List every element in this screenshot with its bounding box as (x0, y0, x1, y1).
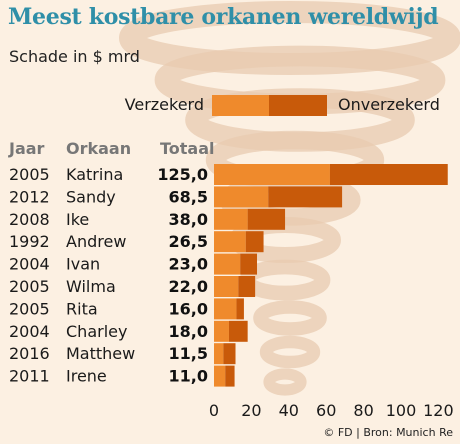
bar-uninsured (223, 343, 236, 365)
x-tick-label: 20 (241, 401, 261, 420)
bar-insured (214, 298, 237, 320)
row-year: 1992 (9, 232, 50, 251)
row-year: 2004 (9, 322, 50, 341)
row-name: Ivan (66, 255, 100, 274)
row-year: 2012 (9, 187, 50, 206)
row-year: 2016 (9, 344, 50, 363)
row-labels: 2005 Katrina 125,0 2012 Sandy 68,5 2008 Ike 38,0… (9, 165, 208, 386)
bar-insured (214, 231, 246, 253)
tornado-ring (259, 335, 321, 369)
row-year: 2005 (9, 299, 50, 318)
bar-insured (214, 253, 241, 275)
row-year: 2004 (9, 255, 50, 274)
legend-swatch-insured (212, 95, 269, 116)
bar-uninsured (240, 253, 258, 275)
row-total: 22,0 (169, 277, 208, 296)
row-total: 38,0 (169, 210, 208, 229)
row-year: 2005 (9, 277, 50, 296)
x-tick-label: 0 (209, 401, 219, 420)
x-tick-label: 40 (279, 401, 299, 420)
column-header-name: Orkaan (66, 139, 132, 158)
row-total: 11,0 (169, 367, 208, 386)
row-name: Irene (66, 367, 107, 386)
x-axis: 0 20 40 60 80 100 120 (209, 401, 454, 420)
bar-insured (214, 276, 239, 297)
row-total: 68,5 (169, 187, 208, 206)
bar-uninsured (329, 164, 448, 185)
bar-uninsured (228, 320, 248, 342)
row-total: 125,0 (157, 165, 208, 184)
legend-insured-label: Verzekerd (124, 95, 204, 114)
tornado-ring (263, 368, 307, 396)
column-header-total: Totaal (160, 139, 215, 158)
row-name: Charley (66, 322, 127, 341)
bar-uninsured (247, 208, 286, 230)
row-total: 23,0 (169, 255, 208, 274)
bar-insured (214, 320, 229, 342)
bar-uninsured (238, 276, 256, 297)
x-tick-label: 60 (316, 401, 336, 420)
legend-swatch (212, 95, 327, 116)
bar-insured (214, 208, 248, 230)
row-year: 2011 (9, 367, 50, 386)
column-header-year: Jaar (9, 139, 45, 158)
row-name: Matthew (66, 344, 135, 363)
legend-uninsured-label: Onverzekerd (338, 95, 440, 114)
bar-uninsured (245, 231, 264, 253)
legend-swatch-uninsured (269, 95, 327, 116)
bar-uninsured (268, 186, 343, 208)
bar-insured (214, 365, 226, 387)
row-total: 16,0 (169, 299, 208, 318)
bar-uninsured (225, 365, 235, 387)
source-credit: © FD | Bron: Munich Re (323, 426, 453, 439)
tornado-ring (253, 300, 327, 336)
row-name: Rita (66, 299, 98, 318)
chart-subtitle: Schade in $ mrd (9, 47, 140, 66)
row-year: 2005 (9, 165, 50, 184)
tornado-ring (239, 259, 331, 301)
x-tick-label: 120 (423, 401, 454, 420)
row-total: 18,0 (169, 322, 208, 341)
bar-insured (214, 343, 224, 365)
row-total: 26,5 (169, 232, 208, 251)
row-name: Ike (66, 210, 89, 229)
row-total: 11,5 (169, 344, 208, 363)
x-tick-label: 80 (353, 401, 373, 420)
x-tick-label: 100 (386, 401, 417, 420)
row-name: Katrina (66, 165, 123, 184)
row-year: 2008 (9, 210, 50, 229)
bar-group (214, 164, 448, 387)
row-name: Andrew (66, 232, 126, 251)
bar-insured (214, 164, 330, 185)
bar-uninsured (236, 298, 244, 320)
chart-title: Meest kostbare orkanen wereldwijd (8, 4, 439, 30)
row-name: Wilma (66, 277, 116, 296)
row-name: Sandy (66, 187, 116, 206)
bar-insured (214, 186, 269, 208)
